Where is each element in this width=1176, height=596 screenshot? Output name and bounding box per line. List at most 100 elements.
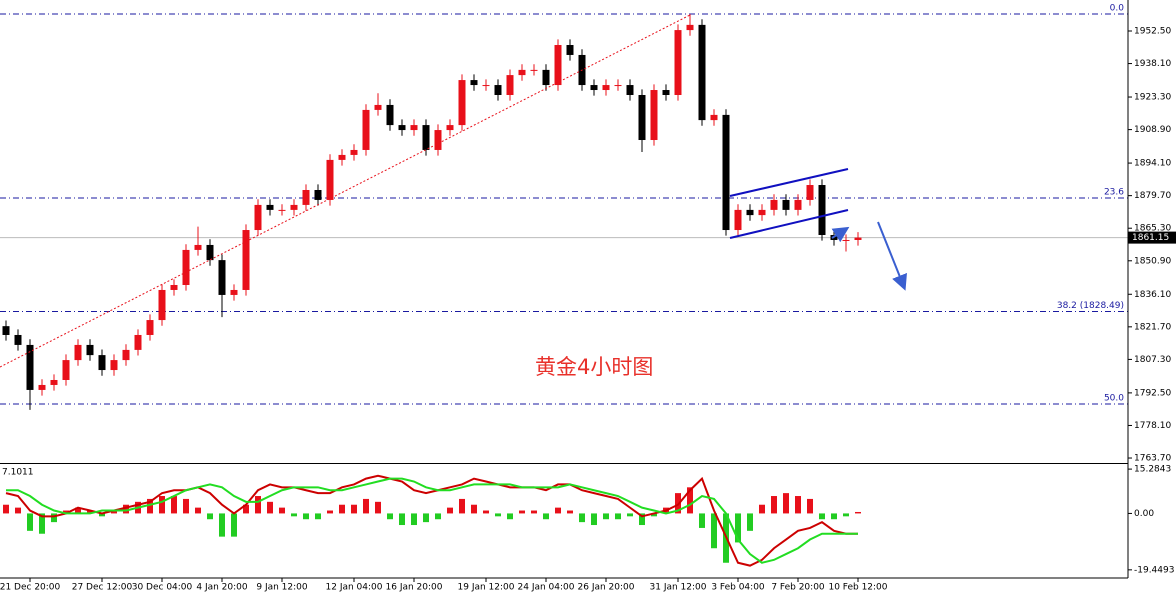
x-tick-label: 19 Jan 12:00 <box>458 583 515 593</box>
x-tick-label: 21 Dec 20:00 <box>0 583 61 593</box>
candle-body <box>494 85 502 95</box>
candle-body <box>542 69 550 86</box>
candle-body <box>842 239 850 241</box>
histogram-bar <box>687 487 693 514</box>
plot-layer: 1952.50 1938.10 1923.30 1908.90 1894.10 1879.… <box>0 4 1176 593</box>
histogram-bar <box>627 513 633 517</box>
fib-label: 0.0 <box>1110 4 1125 14</box>
x-tick-label: 4 Jan 20:00 <box>196 583 248 593</box>
candle-body <box>242 230 250 290</box>
histogram-bar <box>819 513 825 520</box>
histogram-bar <box>531 510 537 514</box>
histogram-bar <box>555 507 561 514</box>
candle-body <box>170 284 178 290</box>
candle-body <box>194 244 202 250</box>
histogram-bar <box>699 513 705 528</box>
histogram-bar <box>171 496 177 514</box>
candle-body <box>782 199 790 210</box>
y-tick-label: 1792.50 <box>1134 388 1171 398</box>
trend-line <box>0 14 691 368</box>
histogram-bar <box>99 513 105 517</box>
candle-body <box>314 189 322 200</box>
histogram-bar <box>399 513 405 526</box>
x-tick-label: 3 Feb 04:00 <box>711 583 765 593</box>
histogram-bar <box>207 513 213 520</box>
candle-body <box>326 159 334 200</box>
y-tick-label: -19.4493 <box>1134 565 1174 575</box>
histogram-bar <box>39 513 45 534</box>
candle-body <box>470 80 478 86</box>
x-tick-label: 26 Jan 20:00 <box>578 583 635 593</box>
candle-body <box>590 85 598 91</box>
histogram-bar <box>15 507 21 514</box>
candle-body <box>254 204 262 231</box>
y-tick-label: 0.00 <box>1134 509 1154 519</box>
histogram-bar <box>615 513 621 520</box>
histogram-bar <box>327 510 333 514</box>
candle-body <box>614 85 622 87</box>
fib-label: 23.6 <box>1104 188 1124 198</box>
y-tick-label: 1879.70 <box>1134 191 1171 201</box>
histogram-bar <box>243 504 249 514</box>
histogram-bar <box>507 513 513 520</box>
candle-body <box>746 209 754 216</box>
candle-body <box>26 344 34 390</box>
candle-body <box>158 289 166 321</box>
histogram-bar <box>807 498 813 514</box>
candle-body <box>338 154 346 160</box>
candle-body <box>14 334 22 345</box>
fib-label: 38.2 (1828.49) <box>1057 301 1124 311</box>
candle-body <box>434 130 442 150</box>
candle-body <box>182 249 190 285</box>
histogram-bar <box>123 504 129 514</box>
channel-upper <box>729 168 849 197</box>
candle-body <box>674 30 682 95</box>
candle-body <box>218 260 226 295</box>
candle-body <box>230 289 238 295</box>
candle-body <box>506 75 514 95</box>
histogram-bar <box>795 496 801 514</box>
candle-body <box>206 244 214 261</box>
histogram-bar <box>303 513 309 520</box>
y-tick-label: 1908.90 <box>1134 125 1171 135</box>
candle-body <box>818 185 826 236</box>
arrow-up <box>831 226 850 243</box>
y-tick-label: 1778.10 <box>1134 421 1171 431</box>
indicator-line <box>6 477 858 564</box>
histogram-bar <box>567 510 573 514</box>
y-tick-label: 15.2843 <box>1134 465 1171 475</box>
histogram-bar <box>339 504 345 514</box>
x-tick-label: 16 Jan 20:00 <box>386 583 443 593</box>
candle-body <box>290 204 298 210</box>
annotation: 黄金4小时图 <box>535 355 653 379</box>
histogram-bar <box>3 504 9 514</box>
candle-body <box>146 320 154 335</box>
histogram-bar <box>63 510 69 514</box>
candle-body <box>626 85 634 95</box>
last-price-box <box>1128 231 1176 244</box>
candle-body <box>278 209 286 211</box>
histogram-bar <box>759 504 765 514</box>
histogram-bar <box>711 513 717 549</box>
y-tick-label: 1923.30 <box>1134 93 1171 103</box>
histogram-bar <box>843 513 849 517</box>
histogram-bar <box>219 513 225 537</box>
candle-body <box>446 125 454 131</box>
candle-body <box>50 379 58 385</box>
histogram-bar <box>87 510 93 514</box>
histogram-bar <box>651 513 657 517</box>
x-tick-label: 7 Feb 20:00 <box>771 583 825 593</box>
histogram-bar <box>783 493 789 514</box>
histogram-bar <box>735 513 741 543</box>
candle-body <box>134 334 142 350</box>
candle-body <box>302 189 310 205</box>
candle-body <box>530 69 538 71</box>
y-tick-label: 1763.70 <box>1134 454 1171 464</box>
histogram-bar <box>831 513 837 520</box>
candle-body <box>698 24 706 121</box>
histogram-bar <box>183 498 189 514</box>
x-tick-label: 27 Dec 12:00 <box>72 583 133 593</box>
histogram-bar <box>747 513 753 531</box>
candle-body <box>2 326 10 335</box>
candle-body <box>722 114 730 231</box>
